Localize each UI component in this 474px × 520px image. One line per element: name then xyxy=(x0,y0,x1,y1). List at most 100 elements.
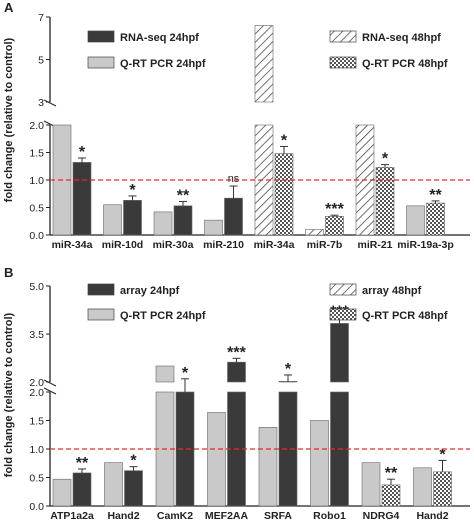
x-tick-label: SRFA xyxy=(264,510,292,520)
bar xyxy=(72,472,92,507)
bar xyxy=(224,197,243,236)
significance-marker: * xyxy=(182,365,189,382)
bar xyxy=(426,202,445,236)
x-tick-label: MEF2AA xyxy=(205,510,249,520)
significance-marker: * xyxy=(129,182,136,199)
significance-marker: ** xyxy=(76,455,89,472)
y-tick-label: 1.5 xyxy=(29,148,44,160)
legend-swatch xyxy=(87,56,115,69)
significance-marker: *** xyxy=(227,344,246,361)
bar xyxy=(361,462,381,507)
significance-marker: * xyxy=(285,361,292,378)
bar xyxy=(52,478,72,507)
bar xyxy=(124,470,143,507)
bar xyxy=(305,229,324,236)
y-tick-label: 2.0 xyxy=(29,387,44,399)
y-tick-label: 3 xyxy=(38,97,44,109)
y-tick-label: 3.5 xyxy=(29,329,44,341)
legend-label: array 48hpf xyxy=(362,285,422,297)
significance-marker: ** xyxy=(177,187,190,204)
axis-break-mark xyxy=(43,99,57,107)
bar xyxy=(207,412,226,507)
bar xyxy=(433,471,452,507)
x-tick-label: ATP1a2a xyxy=(50,510,94,520)
significance-marker: ns xyxy=(228,173,240,185)
x-tick-label: Robo1 xyxy=(313,510,346,520)
legend-label: Q-RT PCR 48hpf xyxy=(362,58,448,70)
y-tick-label: 0.5 xyxy=(29,473,44,485)
bar xyxy=(274,153,294,236)
panel-label: B xyxy=(4,265,13,280)
legend-swatch xyxy=(329,30,357,43)
bar xyxy=(258,427,278,507)
bar xyxy=(123,200,142,236)
significance-marker: * xyxy=(79,144,86,161)
bar xyxy=(72,162,92,236)
y-tick-label: 5.0 xyxy=(29,281,44,293)
legend-swatch xyxy=(329,283,357,296)
legend-swatch xyxy=(329,56,357,69)
bar xyxy=(104,462,123,507)
legend-label: Q-RT PCR 48hpf xyxy=(362,310,448,322)
y-tick-label: 2.0 xyxy=(29,120,44,132)
significance-marker: * xyxy=(281,132,288,149)
significance-marker: ** xyxy=(429,187,442,204)
bar xyxy=(155,365,175,383)
legend-label: array 24hpf xyxy=(120,285,180,297)
x-tick-label: miR-30a xyxy=(153,239,194,251)
axis-break-mark xyxy=(43,379,57,387)
legend-label: RNA-seq 24hpf xyxy=(120,32,199,44)
legend-swatch xyxy=(87,283,115,296)
x-tick-label: NDRG4 xyxy=(363,510,400,520)
y-tick-label: 7 xyxy=(38,12,44,24)
x-tick-label: miR-7b xyxy=(307,239,343,251)
y-tick-label: 1.0 xyxy=(29,444,44,456)
y-tick-label: 0.0 xyxy=(29,230,44,242)
bar xyxy=(310,420,329,507)
bar xyxy=(325,216,344,236)
legend-swatch xyxy=(87,308,115,321)
bar xyxy=(227,361,246,383)
bar xyxy=(278,381,298,383)
significance-marker: *** xyxy=(325,201,344,218)
x-tick-label: CamK2 xyxy=(157,510,193,520)
y-tick-label: 2.0 xyxy=(29,377,44,389)
legend-swatch xyxy=(87,30,115,43)
axis-break-mark xyxy=(43,387,57,395)
bar xyxy=(153,211,173,236)
significance-marker: ** xyxy=(385,465,398,482)
legend-label: RNA-seq 48hpf xyxy=(362,32,441,44)
y-tick-label: 1.0 xyxy=(29,175,44,187)
legend-label: Q-RT PCR 24hpf xyxy=(120,310,206,322)
panel-label: A xyxy=(4,0,14,15)
significance-marker: * xyxy=(439,446,446,463)
y-tick-label: 5 xyxy=(38,55,44,67)
bar xyxy=(381,484,401,507)
y-axis-label: fold change (relative to control) xyxy=(3,312,15,477)
x-tick-label: Hand2 xyxy=(107,510,139,520)
legend-label: Q-RT PCR 24hpf xyxy=(120,58,206,70)
x-tick-label: miR-21 xyxy=(357,239,392,251)
x-tick-label: miR-10d xyxy=(102,239,143,251)
bar xyxy=(254,25,274,103)
bar xyxy=(173,205,193,236)
y-axis-label: fold change (relative to control) xyxy=(3,37,15,202)
bar xyxy=(406,205,425,236)
x-tick-label: miR-19a-3p xyxy=(397,239,454,251)
bar xyxy=(413,467,432,507)
x-tick-label: miR-34a xyxy=(254,239,295,251)
bar xyxy=(375,167,395,236)
bar xyxy=(204,219,223,236)
significance-marker: * xyxy=(382,151,389,168)
y-tick-label: 1.5 xyxy=(29,416,44,428)
significance-marker: * xyxy=(130,453,137,470)
x-tick-label: miR-210 xyxy=(203,239,244,251)
legend-swatch xyxy=(329,308,357,321)
y-tick-label: 0.5 xyxy=(29,203,44,215)
x-tick-label: Hand2 xyxy=(416,510,448,520)
y-tick-label: 0.0 xyxy=(29,501,44,513)
x-tick-label: miR-34a xyxy=(52,239,93,251)
bar xyxy=(103,204,122,236)
